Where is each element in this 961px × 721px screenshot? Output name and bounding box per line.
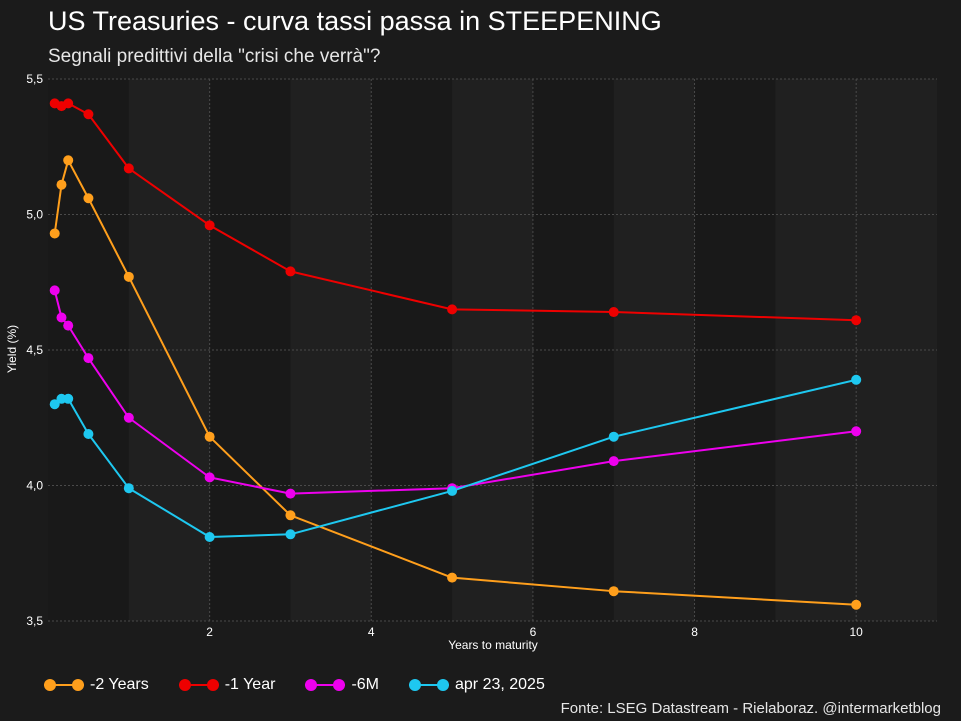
series-1-point [608, 586, 619, 597]
series-2-point [851, 315, 862, 326]
legend-swatch [305, 679, 346, 691]
y-tick-label: 5,5 [26, 72, 43, 86]
series-1-point [56, 179, 67, 190]
y-axis-label: Yield (%) [5, 325, 19, 373]
series-1-point [851, 599, 862, 610]
series-3-point [285, 488, 296, 499]
series-1-point [204, 431, 215, 442]
chart-subtitle: Segnali predittivi della "crisi che verr… [48, 46, 381, 67]
y-tick-label: 4,0 [26, 479, 43, 493]
x-tick-label: 4 [368, 625, 375, 639]
y-tick-label: 4,5 [26, 343, 43, 357]
series-1-point [285, 510, 296, 521]
x-tick-label: 6 [530, 625, 537, 639]
x-axis-label: Years to maturity [448, 638, 538, 652]
legend-item-4: apr 23, 2025 [409, 676, 545, 694]
source-caption: Fonte: LSEG Datastream - Rielaboraz. @in… [560, 700, 941, 717]
legend-label: -2 Years [90, 676, 149, 693]
plot-band [371, 79, 453, 621]
series-4-point [63, 393, 74, 404]
x-tick-label: 8 [691, 625, 698, 639]
series-2-point [204, 220, 215, 231]
legend-label: apr 23, 2025 [455, 676, 545, 693]
series-4-point [608, 431, 619, 442]
series-2-point [447, 304, 458, 315]
series-2-point [123, 163, 134, 174]
series-3-point [851, 426, 862, 437]
series-3-point [608, 456, 619, 467]
legend-label: -1 Year [224, 676, 276, 693]
series-3-point [123, 412, 134, 423]
series-4-point [447, 485, 458, 496]
legend-item-3: -6M [305, 676, 379, 694]
x-tick-label: 10 [850, 625, 864, 639]
series-2-point [608, 307, 619, 318]
legend-item-2: -1 Year [178, 676, 276, 694]
series-3-point [56, 312, 67, 323]
series-4-point [204, 531, 215, 542]
series-3-point [49, 285, 60, 296]
series-4-point [851, 374, 862, 385]
chart-title: US Treasuries - curva tassi passa in STE… [48, 6, 662, 36]
series-2-point [83, 109, 94, 120]
series-2-point [285, 266, 296, 277]
series-1-point [447, 572, 458, 583]
plot-band [694, 79, 776, 621]
series-4-point [285, 529, 296, 540]
y-tick-label: 3,5 [26, 614, 43, 628]
y-tick-label: 5,0 [26, 208, 43, 222]
series-4-point [83, 429, 94, 440]
legend-swatch [409, 679, 449, 691]
series-3-point [63, 320, 74, 331]
series-4-point [49, 399, 60, 410]
legend-swatch [44, 679, 84, 691]
series-1-point [63, 155, 74, 166]
legend-label: -6M [351, 676, 379, 693]
series-3-line [53, 290, 857, 495]
series-3-point [83, 353, 94, 364]
series-1-point [83, 193, 94, 204]
legend-item-1: -2 Years [44, 676, 149, 694]
x-tick-label: 2 [206, 625, 213, 639]
legend-swatch [178, 679, 219, 691]
series-4-point [123, 483, 134, 494]
series-1-point [49, 228, 60, 239]
series-1-line [53, 159, 857, 606]
series-2-point [63, 98, 74, 109]
series-1-point [123, 271, 134, 282]
series-3-point [204, 472, 215, 483]
chart-legend: -2 Years -1 Year -6M apr 23, 2025 [44, 676, 545, 694]
